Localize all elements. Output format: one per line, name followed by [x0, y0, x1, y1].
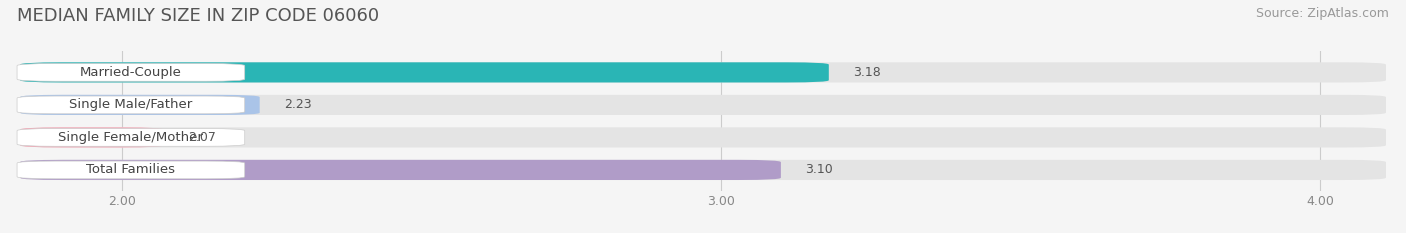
FancyBboxPatch shape: [20, 160, 780, 180]
Text: 2.07: 2.07: [188, 131, 215, 144]
FancyBboxPatch shape: [20, 95, 1386, 115]
FancyBboxPatch shape: [17, 161, 245, 179]
Text: Single Male/Father: Single Male/Father: [69, 98, 193, 111]
FancyBboxPatch shape: [20, 127, 1386, 147]
FancyBboxPatch shape: [17, 129, 245, 146]
Text: Source: ZipAtlas.com: Source: ZipAtlas.com: [1256, 7, 1389, 20]
FancyBboxPatch shape: [20, 127, 165, 147]
FancyBboxPatch shape: [17, 96, 245, 114]
FancyBboxPatch shape: [17, 64, 245, 81]
Text: Single Female/Mother: Single Female/Mother: [59, 131, 204, 144]
FancyBboxPatch shape: [20, 160, 1386, 180]
Text: 3.10: 3.10: [804, 163, 832, 176]
FancyBboxPatch shape: [20, 62, 1386, 82]
FancyBboxPatch shape: [20, 95, 260, 115]
Text: MEDIAN FAMILY SIZE IN ZIP CODE 06060: MEDIAN FAMILY SIZE IN ZIP CODE 06060: [17, 7, 380, 25]
Text: Married-Couple: Married-Couple: [80, 66, 181, 79]
Text: Total Families: Total Families: [86, 163, 176, 176]
Text: 2.23: 2.23: [284, 98, 311, 111]
FancyBboxPatch shape: [20, 62, 828, 82]
Text: 3.18: 3.18: [853, 66, 880, 79]
